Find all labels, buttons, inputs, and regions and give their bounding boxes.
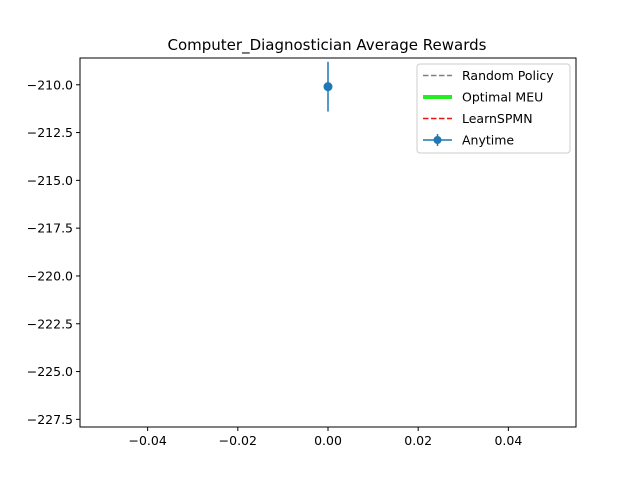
legend-swatch-marker — [433, 136, 442, 144]
x-tick-label: 0.00 — [314, 433, 342, 448]
y-tick-label: −220.0 — [27, 268, 73, 283]
legend-label: LearnSPMN — [462, 111, 533, 126]
x-tick-label: −0.04 — [128, 433, 166, 448]
x-axis: −0.04 −0.02 0.00 0.02 0.04 — [128, 427, 522, 448]
y-tick-label: −227.5 — [27, 412, 73, 427]
legend: Random Policy Optimal MEU LearnSPMN Anytime — [416, 63, 571, 154]
legend-label: Optimal MEU — [462, 90, 543, 105]
x-tick-label: 0.02 — [404, 433, 432, 448]
y-tick-label: −212.5 — [27, 125, 73, 140]
y-axis: −210.0 −212.5 −215.0 −217.5 −220.0 −222.5 −225… — [27, 77, 80, 427]
y-tick-label: −225.0 — [27, 364, 73, 379]
x-tick-label: −0.02 — [219, 433, 257, 448]
y-tick-label: −215.0 — [27, 173, 73, 188]
chart-title: Computer_Diagnostician Average Rewards — [168, 36, 487, 55]
anytime-point — [323, 82, 333, 92]
y-tick-label: −210.0 — [27, 77, 73, 92]
legend-box — [416, 63, 571, 154]
y-tick-label: −222.5 — [27, 316, 73, 331]
legend-label: Anytime — [462, 133, 514, 148]
x-tick-label: 0.04 — [494, 433, 522, 448]
y-tick-label: −217.5 — [27, 221, 73, 236]
legend-label: Random Policy — [462, 68, 554, 83]
